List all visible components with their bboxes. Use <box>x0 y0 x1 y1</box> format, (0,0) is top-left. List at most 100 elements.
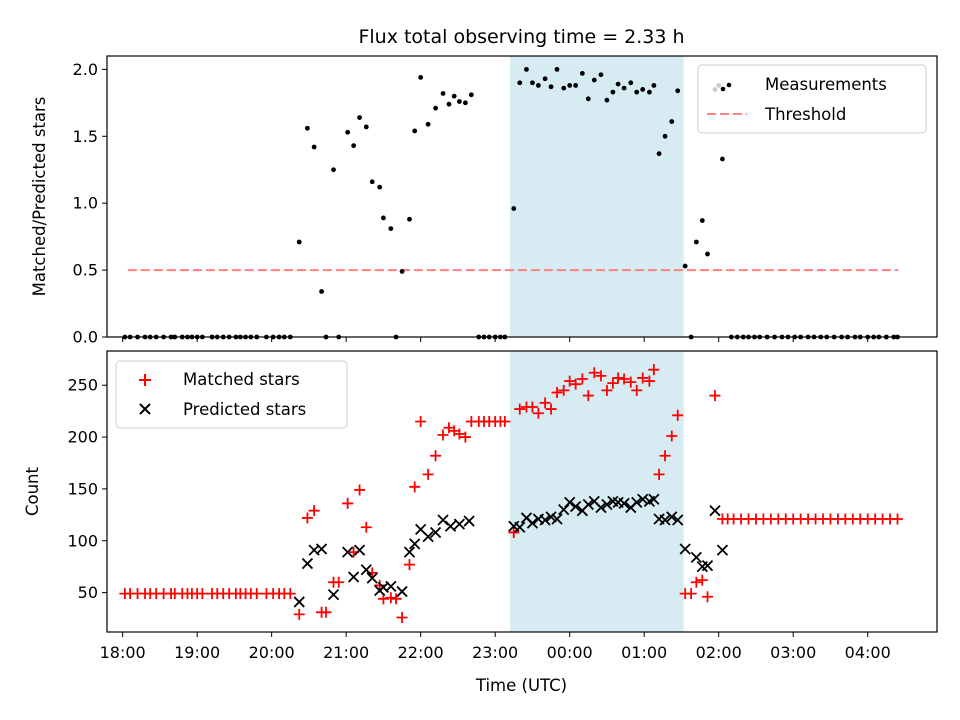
matched-star-point <box>595 370 607 382</box>
matched-star-point <box>618 373 630 385</box>
measurement-point <box>296 239 302 245</box>
measurement-point <box>634 89 640 95</box>
measurement-point <box>598 72 604 78</box>
top-legend: Measurements Threshold <box>697 64 927 134</box>
measurement-point <box>720 156 725 162</box>
predicted-star-point <box>315 543 328 555</box>
measurement-point <box>554 66 560 72</box>
top-x-axis-ticks <box>122 337 869 342</box>
predicted-star-point <box>385 580 397 593</box>
predicted-star-point <box>514 521 526 533</box>
matched-star-point <box>612 372 624 384</box>
matched-star-point <box>308 505 320 517</box>
matched-star-point <box>196 588 208 600</box>
x-tick-label: 21:00 <box>323 643 369 662</box>
matched-star-point <box>293 608 305 620</box>
measurement-point <box>331 167 336 173</box>
bottom-axes-frame <box>106 350 938 633</box>
predicted-stars-series <box>293 493 729 608</box>
predicted-star-point <box>353 544 366 556</box>
predicted-star-point <box>595 501 607 514</box>
legend-measurements-marker <box>720 86 726 92</box>
y-tick-label: 2.0 <box>73 60 98 79</box>
predicted-star-point <box>301 557 314 570</box>
measurement-point <box>699 218 705 223</box>
measurement-point <box>305 125 310 131</box>
measurement-point <box>399 269 405 274</box>
matched-star-point <box>333 576 345 588</box>
matched-star-point <box>696 574 708 586</box>
measurement-point <box>363 124 369 130</box>
measurement-point <box>647 89 652 95</box>
matched-star-point <box>526 401 538 413</box>
predicted-star-point <box>618 497 630 510</box>
matched-star-point <box>422 468 434 480</box>
matched-star-point <box>514 403 526 415</box>
measurement-point <box>369 179 375 185</box>
predicted-star-point <box>422 530 434 543</box>
x-tick-label: 03:00 <box>770 643 816 662</box>
measurement-point <box>425 121 431 127</box>
matched-star-point <box>251 588 263 600</box>
measurement-point <box>585 96 591 102</box>
measurement-point <box>351 143 357 149</box>
measurement-point <box>530 80 535 86</box>
matched-star-point <box>576 373 588 385</box>
matched-star-point <box>685 588 697 600</box>
predicted-star-point <box>666 511 678 523</box>
matched-stars-series <box>119 364 904 623</box>
matched-star-point <box>342 497 354 509</box>
measurement-point <box>561 85 567 91</box>
chart-title: Flux total observing time = 2.33 h <box>358 26 684 48</box>
measurement-point <box>440 91 446 96</box>
x-tick-label: 01:00 <box>621 643 667 662</box>
predicted-star-point <box>582 498 594 511</box>
matched-star-point <box>551 386 563 398</box>
top-axes-frame <box>106 55 938 338</box>
measurement-point <box>651 83 657 88</box>
predicted-star-point <box>564 496 576 509</box>
matched-star-point <box>607 377 619 389</box>
measurement-point <box>407 216 412 222</box>
matched-star-point <box>690 576 702 588</box>
predicted-star-point <box>429 526 442 539</box>
legend-measurements-label: Measurements <box>765 75 887 94</box>
predicted-star-point <box>342 546 354 558</box>
x-tick-label: 23:00 <box>472 643 518 662</box>
legend-measurements-marker <box>726 82 732 88</box>
predicted-star-point <box>539 514 551 526</box>
matched-star-point <box>374 579 386 591</box>
measurement-point <box>377 184 383 190</box>
y-tick-label: 0.5 <box>73 261 98 280</box>
matched-star-point <box>558 384 570 396</box>
measurement-point <box>357 115 362 120</box>
measurement-point <box>615 81 621 87</box>
measurement-point <box>468 92 474 98</box>
predicted-star-point <box>637 493 649 505</box>
matched-star-point <box>672 409 684 421</box>
matched-star-point <box>415 416 427 428</box>
predicted-star-point <box>701 560 714 572</box>
measurement-point <box>662 133 668 139</box>
matched-star-point <box>499 416 511 428</box>
predicted-star-point <box>526 517 539 529</box>
measurement-point <box>705 251 710 257</box>
observing-window-shading-bottom <box>510 351 684 632</box>
predicted-star-point <box>716 544 729 556</box>
measurement-point <box>433 105 438 111</box>
measurement-point <box>446 101 452 107</box>
matched-star-point <box>637 372 649 384</box>
matched-star-point <box>437 429 449 441</box>
x-tick-label: 18:00 <box>100 643 146 662</box>
y-tick-label: 50 <box>78 583 98 602</box>
matched-star-point <box>459 431 471 443</box>
measurement-point <box>548 84 554 90</box>
x-tick-label: 22:00 <box>398 643 444 662</box>
matched-star-point <box>666 430 678 442</box>
matched-star-point <box>702 591 714 603</box>
predicted-star-point <box>570 500 582 513</box>
predicted-star-point <box>659 514 671 526</box>
measurement-point <box>656 151 662 157</box>
predicted-star-point <box>403 546 416 558</box>
predicted-star-point <box>327 589 340 601</box>
